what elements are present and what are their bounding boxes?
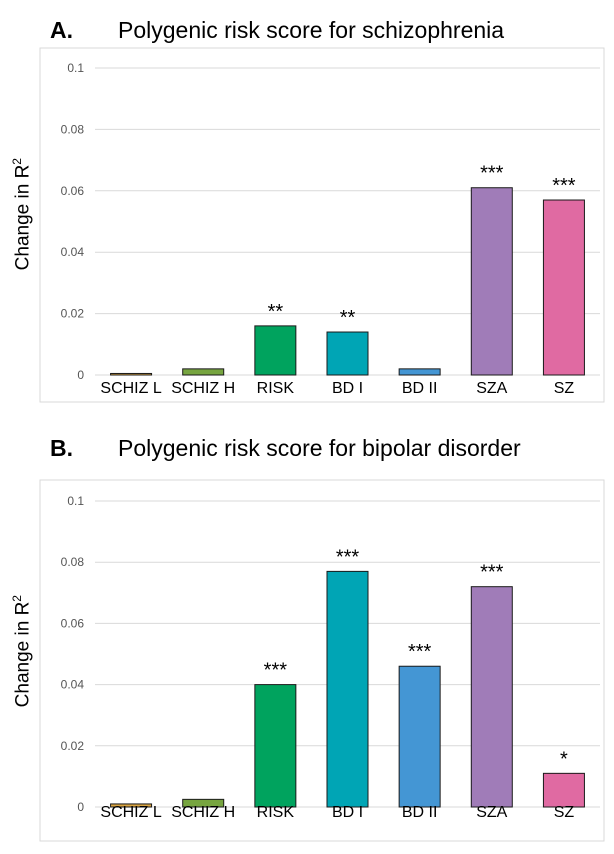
chart-a-ytick-label: 0.04 xyxy=(61,245,85,259)
chart-b-significance-label: *** xyxy=(408,641,432,663)
chart-a-bar xyxy=(110,372,153,376)
chart-a-bar xyxy=(326,331,369,376)
chart-a-category-label: BD II xyxy=(402,380,438,397)
chart-a-ytick-label: 0.02 xyxy=(61,307,85,321)
chart-b-bar xyxy=(398,665,441,808)
chart-b-bar xyxy=(326,570,369,808)
chart-a-bar xyxy=(398,368,441,376)
chart-a-significance-label: *** xyxy=(480,163,504,185)
chart-b-significance-label: *** xyxy=(480,562,504,584)
panel-a-label: A. xyxy=(50,17,73,43)
chart-b-frame xyxy=(39,479,605,842)
panel-a-ylabel-wrap: Change in R2 xyxy=(0,54,44,374)
chart-b-significance-label: * xyxy=(560,748,568,770)
chart-b-category-label: SCHIZ H xyxy=(171,804,235,821)
chart-a-bar xyxy=(182,368,225,376)
chart-b-bar xyxy=(542,772,585,808)
chart-a-significance-label: *** xyxy=(552,175,576,197)
chart-b-category-label: BD I xyxy=(332,804,363,821)
chart-a-bar xyxy=(470,187,513,376)
chart-b-ytick-label: 0 xyxy=(77,800,84,814)
panel-b-ylabel: Change in R2 xyxy=(9,594,34,708)
panel-b-label: B. xyxy=(50,435,73,461)
chart-a-bar xyxy=(542,199,585,376)
chart-a-ytick-label: 0.1 xyxy=(67,61,84,75)
chart-b-category-label: BD II xyxy=(402,804,438,821)
panel-a-ylabel: Change in R2 xyxy=(9,157,34,271)
chart-panel-b: 0 0.02 0.04 0.06 0.08 0.1 SCHIZ L SCHIZ H *** RIS… xyxy=(0,430,614,854)
chart-b-svg: 0 0.02 0.04 0.06 0.08 0.1 SCHIZ L SCHIZ H *** RIS… xyxy=(39,479,605,842)
chart-b-bar xyxy=(110,803,153,808)
panel-b-title: Polygenic risk score for bipolar disorde… xyxy=(118,435,521,461)
chart-b-category-label: SCHIZ L xyxy=(100,804,161,821)
chart-a-bar xyxy=(254,325,297,376)
chart-a-category-label: SZ xyxy=(554,380,575,397)
chart-a-significance-label: ** xyxy=(340,307,356,329)
chart-panel-a: 0 0.02 0.04 0.06 0.08 0.1 SCHIZ L SCHIZ H ** RISK… xyxy=(0,0,614,420)
chart-a-ytick-label: 0 xyxy=(77,368,84,382)
chart-b-ytick-label: 0.08 xyxy=(61,555,85,569)
chart-b-ytick-label: 0.1 xyxy=(67,494,84,508)
panel-b-ylabel-wrap: Change in R2 xyxy=(0,490,44,812)
chart-b-category-label: RISK xyxy=(257,804,295,821)
chart-b-category-label: SZ xyxy=(554,804,575,821)
chart-a-category-label: SCHIZ H xyxy=(171,380,235,397)
chart-b-ytick-label: 0.02 xyxy=(61,739,85,753)
chart-a-svg: 0 0.02 0.04 0.06 0.08 0.1 SCHIZ L SCHIZ H ** RISK… xyxy=(39,47,605,403)
chart-a-category-label: SCHIZ L xyxy=(100,380,161,397)
chart-b-significance-label: *** xyxy=(336,546,360,568)
chart-a-frame xyxy=(39,47,605,403)
chart-a-significance-label: ** xyxy=(268,301,284,323)
chart-a-ytick-label: 0.08 xyxy=(61,122,85,136)
chart-a-category-label: BD I xyxy=(332,380,363,397)
chart-b-ytick-label: 0.04 xyxy=(61,678,85,692)
chart-b-category-label: SZA xyxy=(476,804,507,821)
chart-b-bar xyxy=(182,798,225,808)
chart-b-ytick-label: 0.06 xyxy=(61,616,85,630)
chart-b-bar xyxy=(470,586,513,808)
chart-a-category-label: RISK xyxy=(257,380,295,397)
chart-b-significance-label: *** xyxy=(264,660,288,682)
chart-a-ytick-label: 0.06 xyxy=(61,184,85,198)
panel-a-title: Polygenic risk score for schizophrenia xyxy=(118,17,505,43)
chart-b-bar xyxy=(254,684,297,808)
chart-a-category-label: SZA xyxy=(476,380,507,397)
